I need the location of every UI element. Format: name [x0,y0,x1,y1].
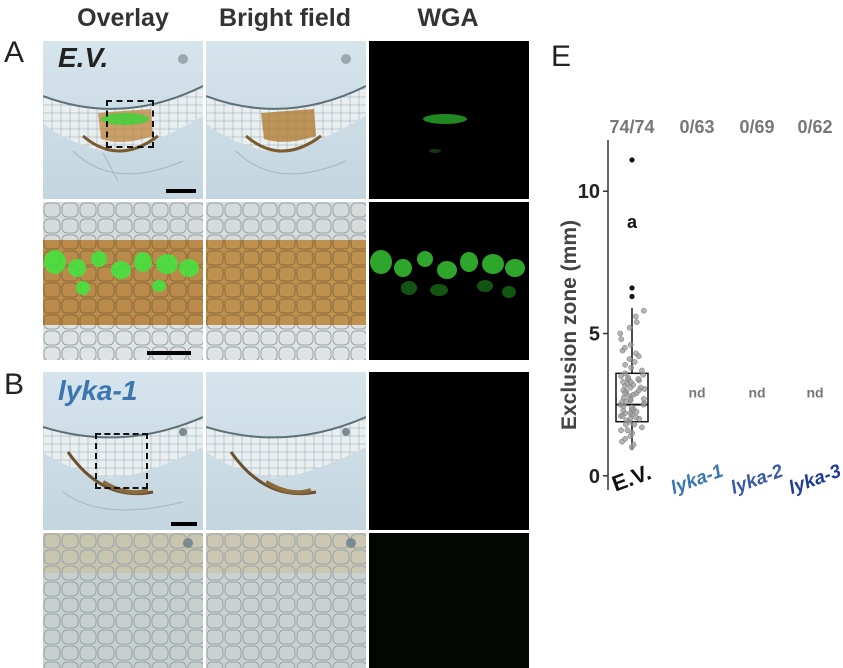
data-point [633,414,639,421]
data-point [618,427,624,434]
nd-label: nd [688,385,705,401]
column-header-wga: WGA [417,4,479,32]
data-point [619,413,626,419]
data-point [620,379,626,385]
data-point [623,421,629,428]
nd-label: nd [806,385,823,401]
micrograph-b-overlay-zoom [43,533,203,668]
scale-bar-b-low [171,522,197,526]
outlier-point [629,293,635,300]
y-axis-label: Exclusion zone (mm) [558,220,581,430]
data-point [635,376,642,382]
data-point [627,416,634,422]
data-point [621,344,628,351]
ratio-label: 0/69 [739,117,774,137]
micrograph-b-wga-low [369,372,529,530]
panel-letter-b: B [4,368,25,401]
category-label: lyka-1 [668,461,726,499]
zoom-region-outline-b [95,433,148,489]
data-point [633,319,640,325]
data-point [618,373,624,380]
data-point [636,387,642,394]
micrograph-a-wga-zoom [369,202,529,360]
data-point [626,356,633,362]
column-header-bright-field: Bright field [219,4,351,32]
ratio-label: 0/62 [797,117,832,137]
micrograph-a-brightfield-zoom [206,202,366,360]
data-point [629,430,636,436]
micrograph-b-brightfield-zoom [206,533,366,668]
micrograph-a-overlay-zoom [43,202,203,360]
genotype-label-lyka-1: lyka-1 [58,375,138,406]
data-point [623,398,629,405]
exclusion-zone-chart: 0 5 10 Exclusion zone (mm) 74/74 0/63 0/69 0/62… [558,117,840,499]
data-point [639,424,645,431]
data-point [640,396,647,402]
data-point [618,336,625,343]
column-header-overlay: Overlay [77,4,169,32]
scale-bar-a-zoom [147,351,191,355]
y-tick-label: 5 [589,323,600,345]
y-tick-label: 10 [578,181,600,203]
data-point [639,367,645,374]
zoom-region-outline-a [106,100,154,148]
ratio-label: 74/74 [609,117,654,137]
genotype-label-ev: E.V. [58,42,109,73]
outlier-point [629,157,635,163]
data-point [622,361,628,368]
category-label: lyka-2 [728,461,786,499]
data-point [622,370,629,377]
micrograph-a-brightfield-low [206,41,366,199]
scale-bar-a-low [166,189,196,193]
micrograph-b-wga-zoom [369,533,529,668]
data-point [622,435,629,442]
micrograph-a-overlay-low [43,41,203,199]
data-point [628,364,635,371]
data-point [617,330,624,337]
y-tick-label: 0 [589,466,600,488]
panel-letter-a: A [4,36,25,69]
data-point [632,313,639,320]
nd-label: nd [748,385,765,401]
data-point [631,359,638,365]
data-point [626,324,633,331]
data-point [627,379,634,385]
micrograph-b-overlay-low [43,372,203,530]
data-point [627,342,634,348]
category-label: lyka-3 [786,461,840,499]
data-point [640,307,647,314]
data-point [627,410,634,417]
data-point [622,390,629,397]
micrograph-b-brightfield-low [206,372,366,530]
significance-letter: a [627,212,638,232]
data-point [630,441,637,448]
micrograph-a-wga-low [369,41,529,199]
data-point [633,350,639,357]
outlier-point [629,285,635,291]
data-point [627,396,634,402]
data-point [631,421,638,428]
data-point [625,374,631,381]
category-label: E.V. [609,459,655,496]
ratio-label: 0/63 [679,117,714,137]
panel-letter-e: E [551,40,572,73]
data-point [624,427,631,434]
